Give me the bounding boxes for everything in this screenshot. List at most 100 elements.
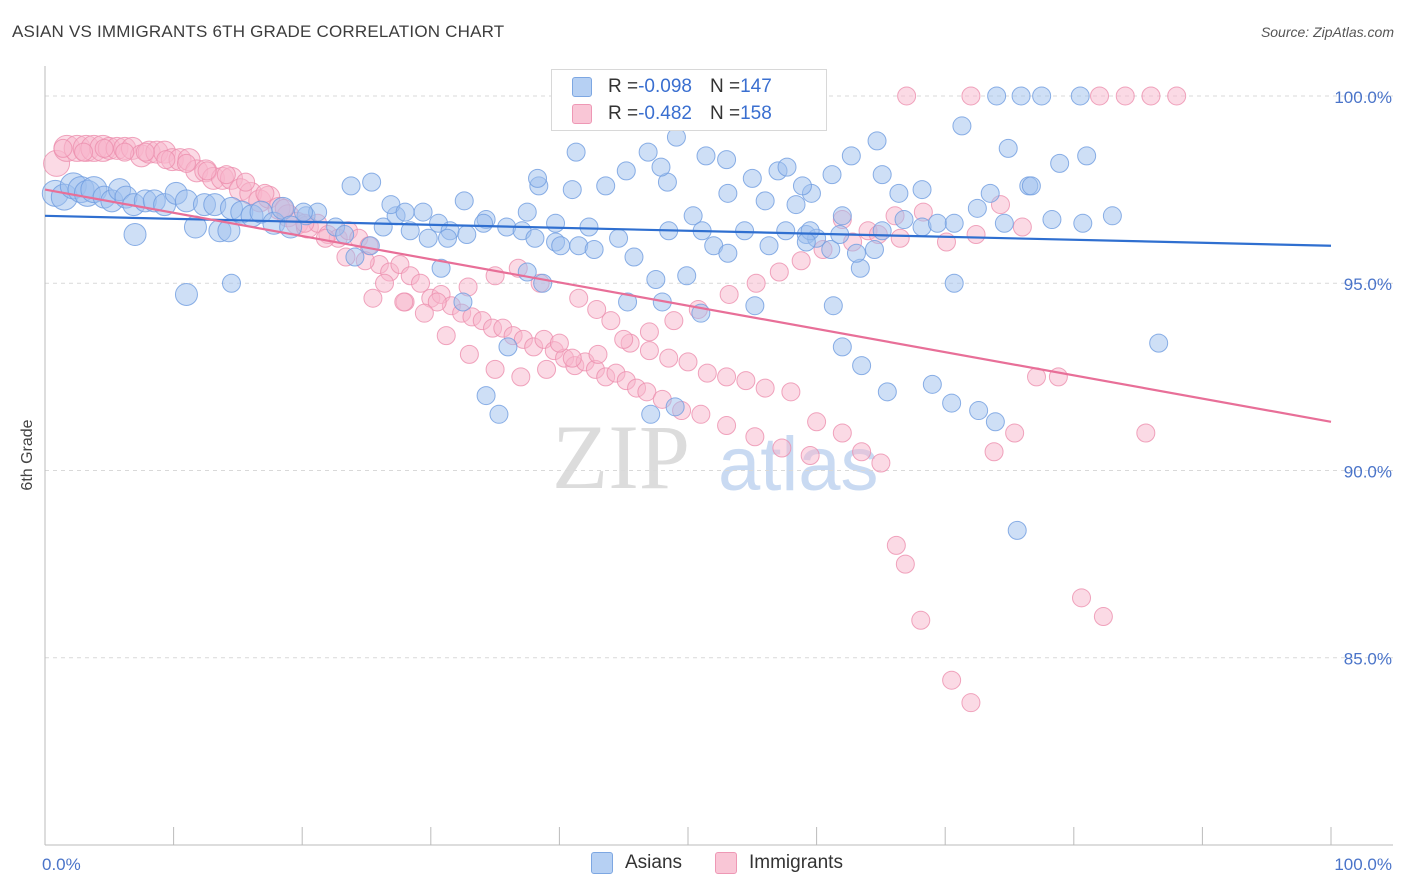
immigrants-point	[781, 382, 801, 402]
immigrants-point	[135, 142, 155, 162]
immigrants-point	[1136, 423, 1156, 443]
immigrants-point	[911, 610, 931, 630]
asians-point	[792, 176, 812, 196]
y-tick-label: 100.0%	[1334, 88, 1392, 107]
immigrants-point	[1090, 86, 1110, 106]
asians-point	[846, 243, 866, 263]
asians-point	[646, 269, 666, 289]
asians-point	[872, 165, 892, 185]
asians-point	[821, 240, 841, 260]
asians-point	[677, 266, 697, 286]
immigrants-point	[984, 442, 1004, 462]
immigrants-point	[94, 138, 114, 158]
asians-point	[454, 191, 474, 211]
asians-point	[735, 221, 755, 241]
asians-point	[551, 236, 571, 256]
immigrants-point	[691, 404, 711, 424]
watermark-zip: ZIP	[552, 406, 690, 508]
immigrants-point	[895, 554, 915, 574]
immigrants-swatch	[715, 852, 737, 874]
immigrants-point	[394, 292, 414, 312]
asians-point	[998, 138, 1018, 158]
y-tick-label: 85.0%	[1344, 650, 1392, 669]
asians-trend-line	[44, 214, 1332, 247]
immigrants-point	[807, 412, 827, 432]
asians-point	[609, 228, 629, 248]
immigrants-point	[791, 251, 811, 271]
legend-item-immigrants[interactable]: Immigrants	[715, 852, 843, 874]
legend-label-immigrants: Immigrants	[749, 852, 843, 873]
immigrants-point	[717, 367, 737, 387]
asians-point	[1149, 333, 1169, 353]
immigrants-point	[745, 427, 765, 447]
immigrants-point	[176, 153, 196, 173]
asians-point	[841, 146, 861, 166]
asians-point	[476, 386, 496, 406]
asians-point	[174, 282, 198, 306]
asians-point	[431, 258, 451, 278]
immigrants-point	[588, 344, 608, 364]
asians-point	[852, 356, 872, 376]
asians-swatch	[572, 77, 592, 97]
asians-point	[596, 176, 616, 196]
immigrants-point	[852, 442, 872, 462]
immigrants-point	[697, 363, 717, 383]
asians-point	[453, 292, 473, 312]
n-value: 147	[740, 76, 772, 97]
asians-point	[969, 401, 989, 421]
asians-point	[980, 183, 1000, 203]
asians-point	[474, 213, 494, 233]
asians-point	[665, 397, 685, 417]
asians-point	[942, 393, 962, 413]
axes	[44, 66, 1393, 846]
asians-point	[341, 176, 361, 196]
n-value: 158	[740, 103, 772, 124]
immigrants-point	[717, 416, 737, 436]
legend-label-asians: Asians	[625, 852, 683, 873]
immigrants-point	[639, 341, 659, 361]
immigrants-point	[637, 382, 657, 402]
asians-point	[877, 382, 897, 402]
asians-point	[786, 195, 806, 215]
immigrants-point	[414, 303, 434, 323]
immigrants-point	[363, 288, 383, 308]
asians-point	[718, 243, 738, 263]
asians-point	[489, 404, 509, 424]
asians-point	[498, 337, 518, 357]
immigrants-point	[1167, 86, 1187, 106]
immigrants-point	[255, 183, 275, 203]
immigrants-point	[942, 670, 962, 690]
asians-point	[528, 168, 548, 188]
asians-point	[525, 228, 545, 248]
asians-point	[335, 225, 355, 245]
asians-point	[742, 168, 762, 188]
legend-row-asians: R = -0.098 N = 147	[572, 74, 772, 100]
chart-title: ASIAN VS IMMIGRANTS 6TH GRADE CORRELATIO…	[12, 22, 505, 41]
immigrants-point	[966, 225, 986, 245]
asians-point	[889, 183, 909, 203]
immigrants-point	[832, 423, 852, 443]
immigrants-point	[1115, 86, 1135, 106]
watermark-atlas: atlas	[718, 422, 879, 507]
r-value: -0.098	[638, 76, 692, 97]
asians-point	[1021, 176, 1041, 196]
asians-point	[360, 236, 380, 256]
immigrants-point	[772, 438, 792, 458]
immigrants-point	[897, 86, 917, 106]
source-label: Source: ZipAtlas.com	[1260, 24, 1394, 40]
immigrants-point	[746, 273, 766, 293]
asians-point	[293, 202, 313, 222]
asians-point	[912, 180, 932, 200]
asians-point	[517, 202, 537, 222]
immigrants-point	[115, 142, 135, 162]
asians-point	[823, 296, 843, 316]
immigrants-point	[427, 292, 447, 312]
immigrants-point	[755, 378, 775, 398]
immigrants-point	[549, 333, 569, 353]
series-legend: Asians Immigrants	[0, 852, 1406, 876]
immigrants-point	[1141, 86, 1161, 106]
legend-item-asians[interactable]: Asians	[591, 852, 682, 874]
immigrants-point	[890, 228, 910, 248]
immigrants-point	[537, 359, 557, 379]
asians-point	[867, 131, 887, 151]
